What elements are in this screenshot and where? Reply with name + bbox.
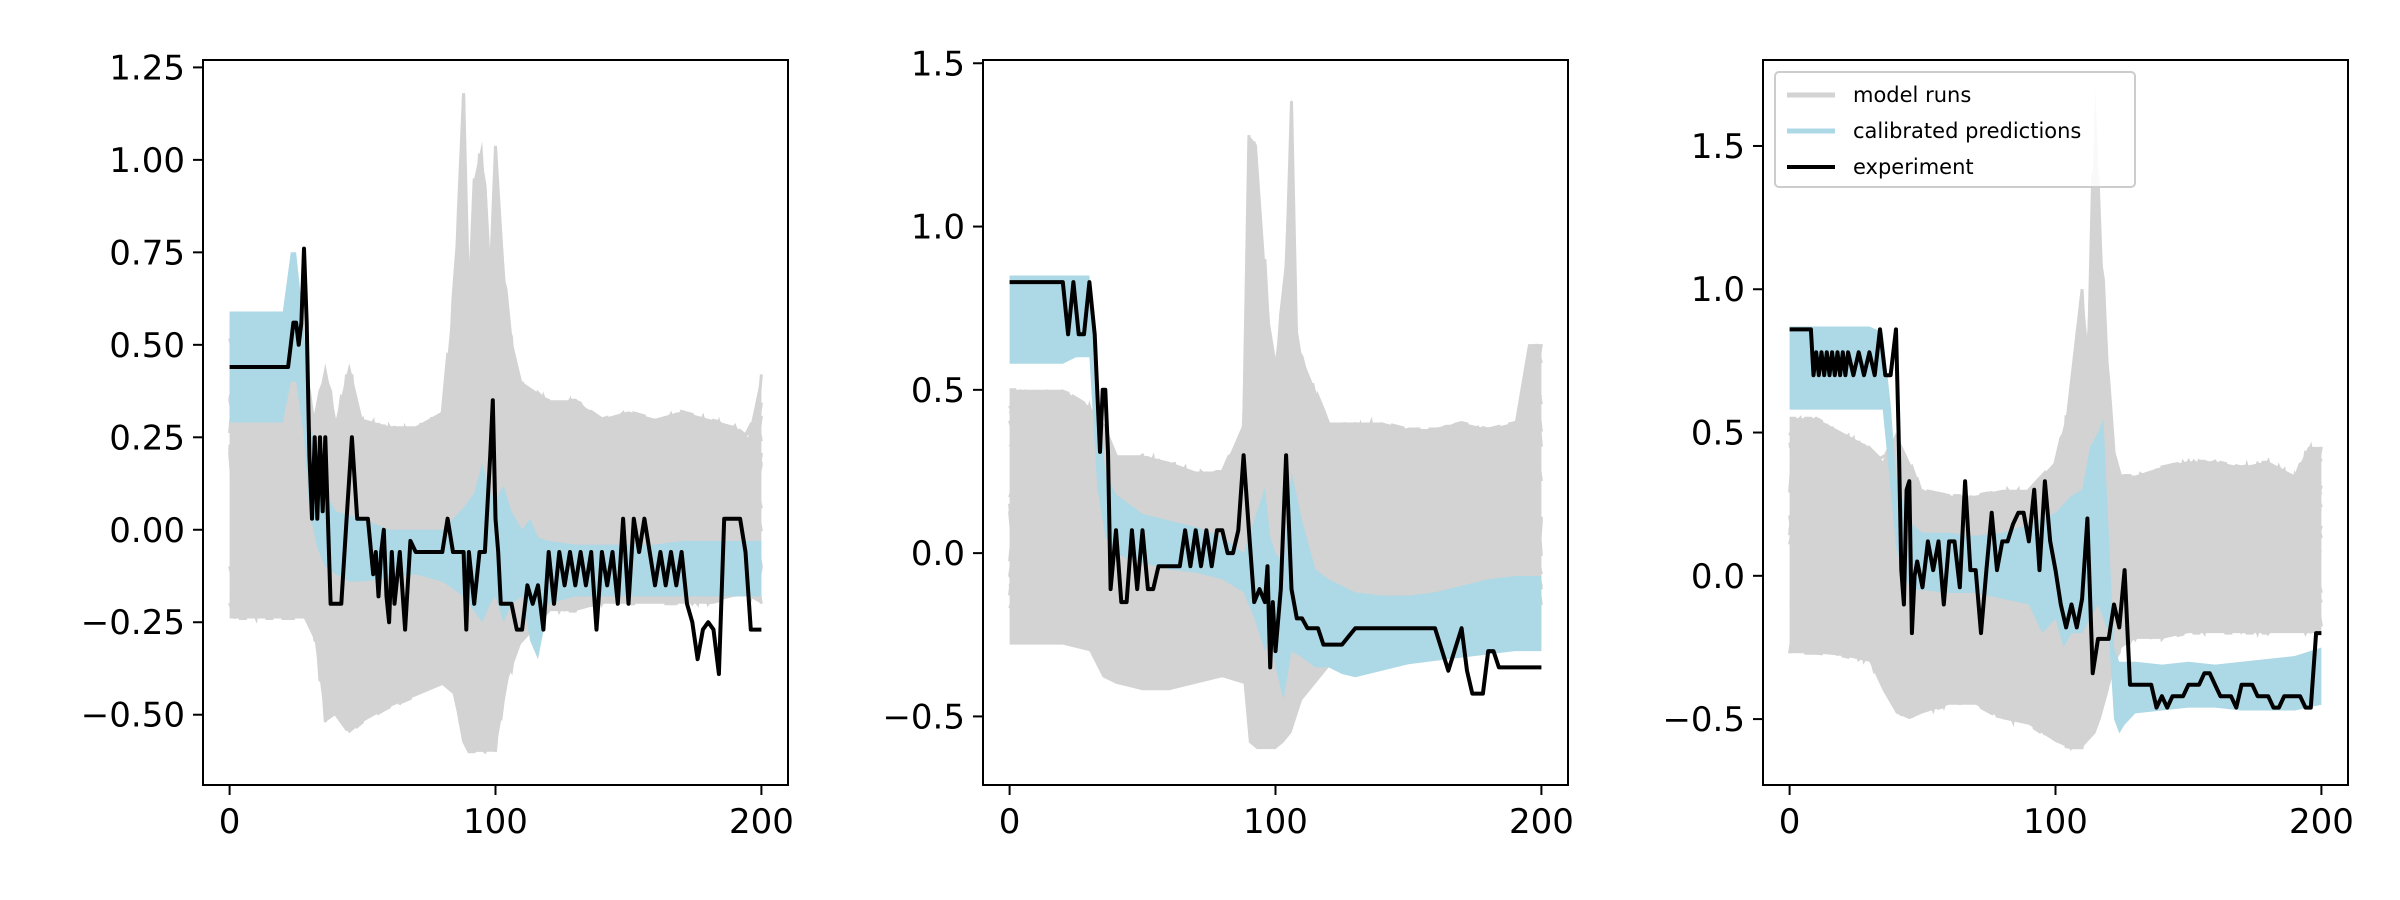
y-tick-label: 0.0	[1691, 557, 1745, 597]
y-tick-label: 0.75	[109, 233, 185, 273]
legend: model runs calibrated predictions experime…	[1774, 71, 2136, 188]
x-tick-label: 100	[1243, 802, 1308, 842]
model-run-line	[1788, 172, 2323, 533]
experiment-line	[229, 246, 762, 676]
x-tick-label: 0	[999, 802, 1021, 842]
model-run-line	[1789, 278, 2323, 582]
model-run-line	[1788, 590, 2323, 752]
panels: 0 100 200−0.50−0.250.000.250.500.751.001.2…	[81, 44, 2354, 842]
legend-label: experiment	[1853, 155, 1974, 179]
y-tick-label: −0.25	[81, 603, 185, 643]
y-tick-label: 1.25	[109, 48, 185, 88]
y-tick-label: 0.5	[1691, 414, 1745, 454]
y-tick-label: 1.0	[1691, 270, 1745, 310]
experiment-line	[1009, 280, 1542, 696]
y-tick-label: 0.25	[109, 418, 185, 458]
legend-box	[1774, 71, 2136, 188]
y-tick-label: 1.5	[911, 44, 965, 84]
model-run-line	[1788, 438, 2323, 659]
panel-3: 0 100 200 −0.5 0.0 0.5 1.0 1.5	[1662, 59, 2354, 842]
y-tick-label: 0.50	[109, 326, 185, 366]
panel-1: 0 100 200 −0.50 −0.25 0.00 0.25 0.50 0.75 1.00 1.2…	[81, 48, 794, 842]
y-tick-label: 0.0	[911, 534, 965, 574]
x-tick-label: 200	[2289, 802, 2354, 842]
plot-area-1	[228, 93, 763, 755]
model-run-line	[1008, 143, 1543, 560]
x-tick-label: 0	[219, 802, 241, 842]
x-tick-label: 200	[729, 802, 794, 842]
x-tick-label: 0	[1779, 802, 1801, 842]
panel-2: 0 100 200 −0.5 0.0 0.5 1.0 1.5	[882, 44, 1573, 842]
model-run-line	[1789, 482, 2323, 698]
x-tick-label: 100	[463, 802, 528, 842]
model-run-line	[228, 543, 763, 753]
x-tick-label: 100	[2023, 802, 2088, 842]
y-tick-label: 0.00	[109, 511, 185, 551]
y-tick-label: 1.00	[109, 141, 185, 181]
plot-area-2	[1008, 95, 1543, 750]
y-tick-label: −0.50	[81, 696, 185, 736]
x-tick-label: 200	[1509, 802, 1574, 842]
y-tick-label: 0.5	[911, 371, 965, 411]
model-run-line	[1789, 244, 2323, 540]
calibrated-predictions-band	[1789, 326, 2322, 734]
experiment-line	[1789, 327, 2322, 710]
legend-label: calibrated predictions	[1853, 119, 2081, 143]
y-tick-label: −0.5	[1662, 700, 1745, 740]
legend-label: model runs	[1853, 83, 1971, 107]
y-tick-label: 1.0	[911, 208, 965, 248]
y-tick-label: −0.5	[882, 697, 965, 737]
model-run-line	[1008, 433, 1543, 643]
calibrated-predictions-band	[229, 252, 762, 660]
y-tick-label: 1.5	[1691, 127, 1745, 167]
plot-area-3	[1788, 88, 2323, 752]
